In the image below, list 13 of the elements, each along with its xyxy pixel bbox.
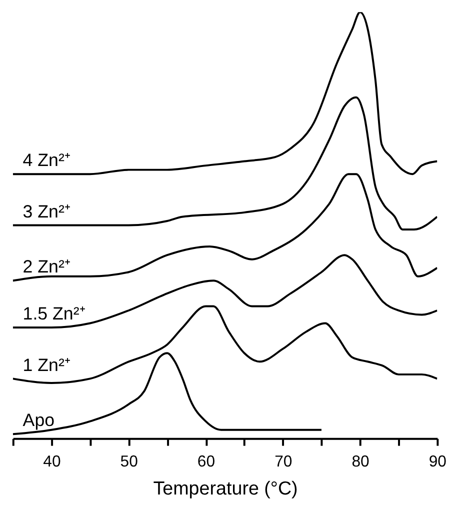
series-label: 1.5 Zn²⁺: [22, 304, 86, 324]
x-tick-label: 40: [43, 454, 61, 471]
series-label: 1 Zn²⁺: [22, 354, 70, 375]
series-label: 2 Zn²⁺: [22, 256, 70, 277]
x-tick-label: 60: [197, 454, 216, 471]
series-label: 3 Zn²⁺: [22, 201, 70, 222]
series-label: Apo: [22, 410, 55, 430]
x-tick-label: 80: [352, 454, 370, 471]
x-tick-label: 90: [428, 454, 447, 471]
x-tick-label: 50: [120, 454, 138, 471]
x-tick-label: 70: [274, 454, 292, 471]
series-label: 4 Zn²⁺: [22, 150, 70, 170]
x-axis-title: Temperature (°C): [153, 477, 298, 498]
